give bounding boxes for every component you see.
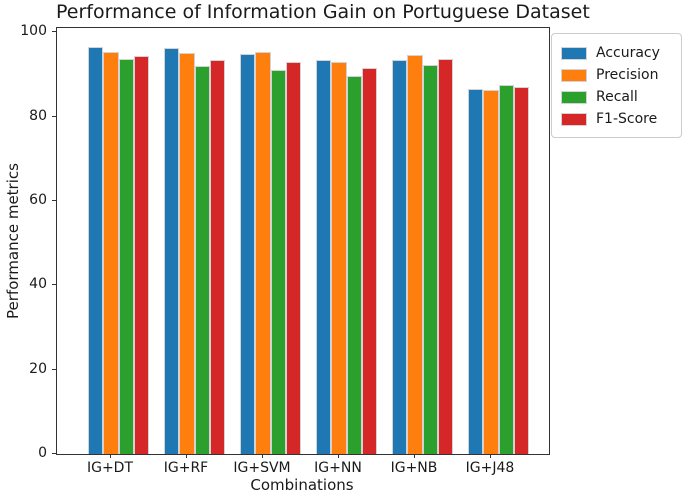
legend: Accuracy Precision Recall F1-Score [551, 33, 682, 138]
plot-area [56, 27, 550, 455]
bar-accuracy-ig+rf [164, 47, 180, 454]
x-tick-label-ig+svm: IG+SVM [233, 460, 291, 476]
legend-item-f1-score: F1-Score [561, 108, 672, 130]
bar-accuracy-ig+nb [392, 59, 408, 454]
bar-recall-ig+nb [422, 65, 438, 454]
bar-precision-ig+svm [255, 51, 271, 454]
x-tick-label-ig+dt: IG+DT [86, 460, 134, 476]
y-tick-label: 40 [29, 276, 47, 293]
bar-recall-ig+rf [194, 66, 210, 454]
bar-accuracy-ig+dt [88, 46, 104, 454]
bar-recall-ig+j48 [498, 84, 514, 454]
bar-precision-ig+j48 [483, 90, 499, 454]
y-axis-label: Performance metrics [4, 163, 22, 319]
legend-swatch-icon [561, 112, 587, 126]
bar-accuracy-ig+svm [240, 54, 256, 454]
y-tick-label: 0 [38, 445, 47, 461]
chart-title: Performance of Information Gain on Portu… [56, 1, 590, 23]
legend-item-recall: Recall [561, 86, 672, 108]
y-tick-mark [52, 368, 56, 370]
bar-f1-score-ig+j48 [513, 87, 529, 454]
legend-swatch-icon [561, 46, 587, 60]
bar-f1-score-ig+rf [209, 60, 225, 454]
x-tick-mark [490, 454, 491, 458]
bar-recall-ig+svm [270, 69, 286, 454]
y-tick-mark [52, 115, 56, 117]
x-tick-label-ig+nb: IG+NB [390, 460, 438, 476]
legend-item-accuracy: Accuracy [561, 42, 672, 64]
y-tick-mark [52, 199, 56, 201]
bar-precision-ig+nb [407, 54, 423, 454]
bar-f1-score-ig+nn [361, 67, 377, 454]
bar-accuracy-ig+nn [316, 60, 332, 454]
x-tick-mark [414, 454, 415, 458]
legend-item-precision: Precision [561, 64, 672, 86]
legend-swatch-icon [561, 68, 587, 82]
x-tick-mark [186, 454, 187, 458]
x-tick-mark [110, 454, 111, 458]
bar-f1-score-ig+svm [285, 61, 301, 454]
bar-precision-ig+rf [179, 53, 195, 454]
x-tick-label-ig+rf: IG+RF [163, 460, 209, 476]
y-tick-mark [52, 284, 56, 286]
bar-recall-ig+dt [118, 59, 134, 454]
legend-label: Recall [596, 89, 638, 105]
bar-precision-ig+dt [103, 52, 119, 454]
bar-f1-score-ig+nb [437, 58, 453, 454]
x-tick-mark [262, 454, 263, 458]
legend-swatch-icon [561, 90, 587, 104]
legend-label: Precision [596, 67, 659, 83]
legend-label: F1-Score [596, 111, 658, 127]
x-axis-label: Combinations [250, 476, 354, 494]
legend-label: Accuracy [596, 45, 660, 61]
y-tick-label: 60 [29, 191, 47, 208]
y-tick-mark [52, 31, 56, 33]
bar-accuracy-ig+j48 [468, 88, 484, 454]
x-tick-label-ig+j48: IG+J48 [465, 460, 515, 476]
y-tick-label: 80 [29, 107, 47, 124]
y-tick-label: 100 [20, 23, 47, 40]
bar-precision-ig+nn [331, 62, 347, 454]
bar-f1-score-ig+dt [133, 55, 149, 454]
y-tick-mark [52, 453, 56, 454]
bar-recall-ig+nn [346, 76, 362, 454]
x-tick-mark [338, 454, 339, 458]
y-tick-label: 20 [29, 360, 47, 377]
x-tick-label-ig+nn: IG+NN [314, 460, 362, 476]
